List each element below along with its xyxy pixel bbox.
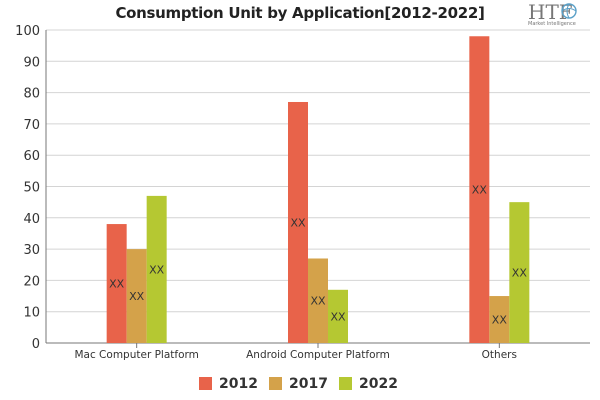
data-label: XX [512, 267, 528, 280]
bar [509, 202, 530, 343]
gridlines [46, 29, 590, 313]
legend-swatch [339, 377, 352, 390]
y-tick-label: 80 [23, 87, 40, 102]
x-tick-label: Mac Computer Platform [74, 349, 198, 361]
legend-label: 2012 [219, 376, 258, 392]
chart-title: Consumption Unit by Application[2012-202… [115, 4, 485, 22]
logo-subtext: Market Intelligence [528, 21, 576, 27]
y-tick-label: 50 [23, 181, 40, 196]
bar [308, 258, 328, 343]
y-tick-label: 100 [15, 24, 40, 39]
data-labels: XX XX XX XX XX XX XX XX XX [109, 184, 527, 327]
logo-text: HTF [528, 0, 573, 24]
y-tick-label: 60 [23, 149, 40, 164]
legend-label: 2022 [359, 376, 398, 392]
legend-swatch [269, 377, 282, 390]
y-tick-label: 40 [23, 212, 40, 227]
data-label: XX [330, 310, 346, 323]
y-tick-label: 30 [23, 243, 40, 258]
data-label: XX [109, 278, 125, 291]
x-tick-label: Android Computer Platform [246, 349, 390, 361]
bar [469, 36, 490, 343]
htf-logo: HTF Market Intelligence [528, 0, 588, 30]
y-tick-label: 0 [32, 337, 40, 352]
y-tick-label: 70 [23, 118, 40, 133]
y-tick-label: 10 [23, 306, 40, 321]
data-label: XX [290, 216, 306, 229]
data-label: XX [492, 314, 508, 327]
bars [106, 36, 530, 344]
data-label: XX [129, 290, 145, 303]
data-label: XX [149, 263, 165, 276]
bar [288, 101, 308, 344]
bar [489, 296, 510, 343]
bar [146, 195, 167, 343]
y-tick-label: 20 [23, 274, 40, 289]
data-label: XX [310, 295, 326, 308]
legend-swatch [199, 377, 212, 390]
y-tick-label: 90 [23, 55, 40, 70]
globe-icon [561, 3, 577, 19]
bar [106, 224, 127, 343]
legend-label: 2017 [289, 376, 328, 392]
data-label: XX [472, 184, 488, 197]
bar [126, 249, 147, 343]
x-tick-label: Others [482, 349, 517, 361]
bar [328, 289, 348, 343]
axes: 0 10 20 30 40 50 60 70 80 90 100 Mac Computer Platf… [15, 24, 590, 361]
legend: 2012 2017 2022 [199, 376, 398, 392]
